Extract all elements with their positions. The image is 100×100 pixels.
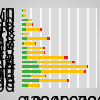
Bar [22,70,41,73]
Bar [22,14,23,17]
Bar [31,74,44,77]
Bar [22,51,27,54]
Bar [43,47,44,49]
Bar [26,23,32,26]
Bar [22,19,28,22]
Bar [22,33,23,35]
Bar [26,28,40,31]
Bar [23,33,28,35]
Bar [22,65,39,68]
Bar [22,23,26,26]
Bar [22,56,27,59]
Bar [47,37,50,40]
Bar [27,51,44,54]
Bar [44,51,45,54]
Bar [22,47,27,49]
Bar [64,56,68,59]
Bar [27,47,43,49]
Bar [22,9,23,12]
Bar [22,61,37,63]
Bar [39,65,87,68]
Bar [27,37,47,40]
Bar [32,23,33,26]
Bar [40,28,42,31]
Bar [41,70,84,73]
Bar [87,65,88,68]
Bar [22,37,27,40]
Bar [22,28,26,31]
Bar [22,42,24,45]
Bar [28,84,40,87]
Bar [67,79,69,82]
Bar [39,79,67,82]
Bar [28,19,32,22]
Bar [23,14,26,17]
Bar [84,70,86,73]
Bar [22,84,28,87]
Bar [24,42,35,45]
Bar [72,61,75,63]
Bar [22,79,39,82]
Bar [22,74,31,77]
Bar [37,61,72,63]
Bar [35,42,36,45]
Bar [27,56,64,59]
Bar [23,9,26,12]
Bar [44,74,46,77]
